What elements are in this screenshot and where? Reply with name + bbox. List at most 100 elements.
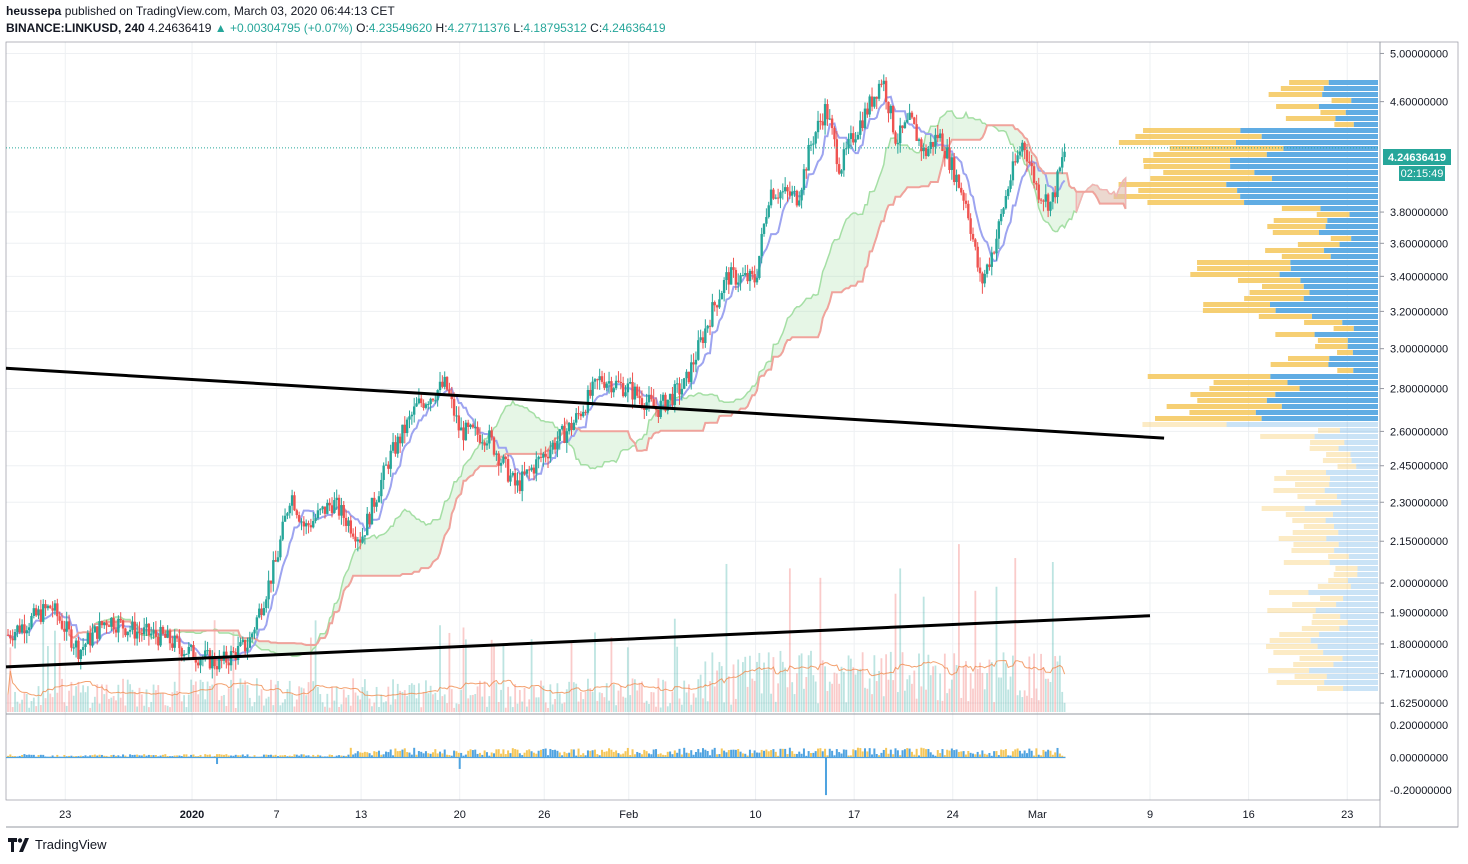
volume-bar [927, 654, 930, 712]
profile-blue-bar [1281, 404, 1378, 409]
oscillator-bar [199, 754, 202, 758]
oscillator-bar [495, 749, 498, 758]
symbol-label[interactable]: BINANCE:LINKUSD, 240 [6, 21, 145, 35]
candle-body [737, 282, 740, 285]
candle-body [638, 395, 641, 399]
oscillator-bar [927, 748, 930, 758]
volume-bar [791, 682, 794, 712]
oscillator-bar [732, 749, 735, 758]
profile-blue-bar [1315, 608, 1378, 613]
volume-bar [300, 687, 303, 712]
candle-body [1049, 201, 1052, 211]
profile-blue-bar [1290, 266, 1378, 271]
candle-body [316, 510, 320, 519]
candle-body [138, 631, 141, 633]
oscillator-bar [429, 753, 432, 758]
volume-bar [784, 667, 787, 712]
candle-body [950, 157, 954, 171]
oscillator-bar [692, 754, 695, 758]
candle-body [175, 635, 179, 639]
oscillator-bar [213, 755, 216, 758]
oscillator-bar [704, 749, 707, 758]
volume-bar [540, 680, 542, 712]
candle-body [668, 393, 672, 400]
profile-blue-bar [1261, 416, 1378, 421]
oscillator-bar [192, 754, 195, 758]
footer-brand[interactable]: TradingView [8, 837, 107, 852]
profile-gold-bar [1316, 212, 1350, 217]
oscillator-bar [112, 754, 115, 758]
profile-blue-bar [1226, 422, 1378, 427]
profile-blue-bar [1341, 500, 1378, 505]
volume-bar [554, 698, 556, 712]
volume-bar [779, 650, 782, 712]
volume-bar [563, 702, 566, 712]
volume-bar [955, 665, 958, 712]
candle-body [563, 425, 566, 443]
author-name[interactable]: heussepa [6, 4, 62, 18]
profile-blue-bar [1270, 374, 1378, 379]
candle-body [734, 269, 738, 285]
volume-bar [645, 700, 648, 712]
oscillator-bar [593, 749, 596, 758]
profile-gold-bar [1135, 134, 1262, 139]
profile-blue-bar [1325, 518, 1378, 523]
candle-body [680, 388, 684, 395]
candle-body [786, 187, 789, 192]
footer-brand-label: TradingView [35, 837, 107, 852]
oscillator-bar [340, 755, 343, 758]
oscillator-bar [1037, 754, 1040, 758]
profile-blue-bar [1328, 80, 1378, 85]
candle-body [720, 293, 723, 300]
oscillator-bar [389, 749, 392, 758]
volume-bar [288, 680, 291, 712]
candle-body [783, 187, 787, 192]
candle-body [999, 213, 1003, 222]
price-tick-label: 3.20000000 [1390, 306, 1448, 318]
trendlines[interactable] [5, 366, 1165, 669]
volume-bar [147, 707, 150, 712]
profile-blue-bar [1339, 242, 1378, 247]
profile-blue-bar [1270, 302, 1378, 307]
candle-body [739, 275, 742, 283]
candle-body [319, 509, 322, 511]
oscillator-spike [458, 757, 461, 769]
volume-bar [720, 666, 723, 712]
volume-bar [941, 700, 944, 712]
candle-body [373, 497, 376, 507]
oscillator-bar [664, 755, 667, 758]
candle-body [438, 381, 442, 391]
profile-blue-bar [1329, 482, 1378, 487]
candle-body [927, 148, 930, 157]
candle-body [49, 605, 52, 609]
profile-blue-bar [1351, 236, 1378, 241]
profile-gold-bar [1292, 602, 1337, 607]
candle-body [182, 654, 186, 657]
oscillator-bar [399, 750, 402, 758]
candle-body [544, 453, 547, 457]
oscillator-bar [218, 754, 221, 758]
oscillator-bar [786, 754, 789, 758]
candle-body [614, 380, 618, 389]
candle-body [751, 270, 754, 275]
volume-bar [516, 703, 519, 712]
oscillator-bar [401, 749, 404, 758]
oscillator-bar [30, 754, 33, 758]
candle-body [640, 398, 644, 406]
oscillator-bar [633, 754, 636, 758]
oscillator-bar [206, 754, 209, 758]
close-label: C: [590, 21, 603, 35]
oscillator-bar [316, 754, 319, 758]
candle-body [98, 621, 101, 639]
oscillator-bar [723, 750, 726, 758]
oscillator-bar [833, 755, 836, 758]
volume-bar [969, 673, 972, 712]
profile-blue-bar [1320, 206, 1378, 211]
candle-body [842, 149, 846, 171]
volume-bar [237, 688, 239, 712]
volume-bar [788, 568, 791, 712]
volume-bar [44, 698, 47, 712]
candle-body [189, 645, 193, 647]
volume-bar [655, 706, 657, 712]
